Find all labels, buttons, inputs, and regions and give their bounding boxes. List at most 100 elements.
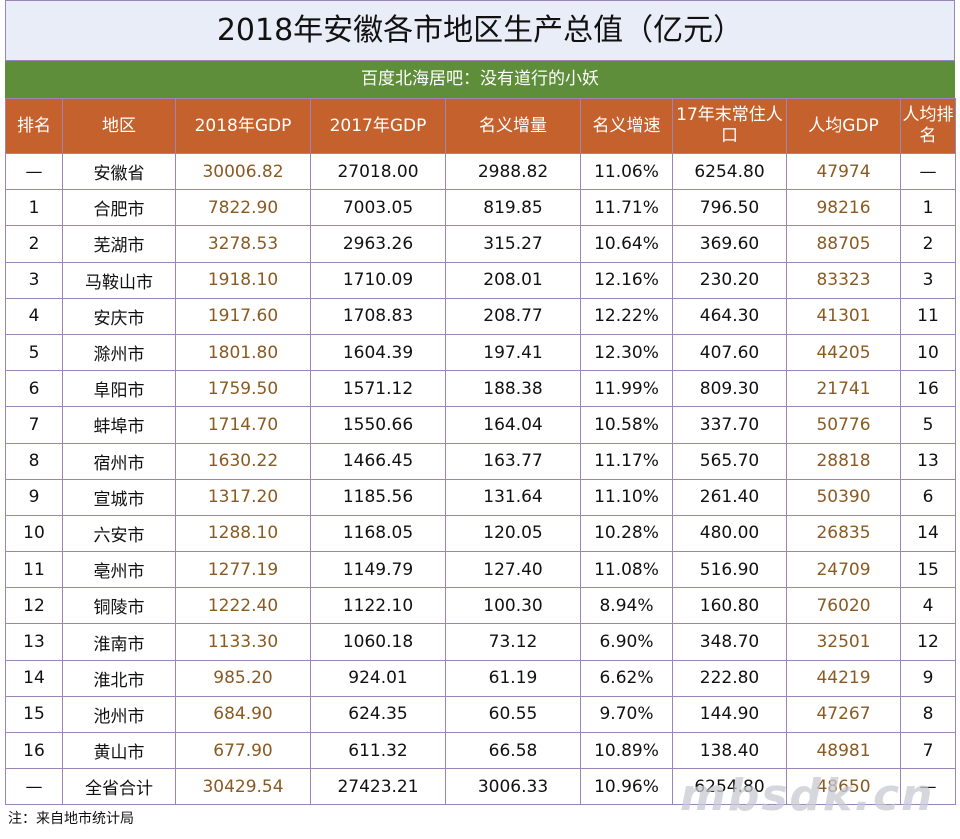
cell: 120.05	[445, 514, 581, 553]
cell: 10	[900, 333, 956, 372]
header-cell: 人均排名	[900, 98, 956, 154]
cell: 2	[5, 225, 63, 263]
cell: 24709	[786, 551, 901, 589]
cell: 10.28%	[580, 514, 673, 553]
cell: 芜湖市	[62, 225, 176, 263]
cell: 12.30%	[580, 333, 673, 372]
header-cell: 2018年GDP	[175, 98, 311, 154]
cell: —	[900, 152, 956, 191]
cell: 73.12	[445, 623, 581, 661]
cell: 16	[900, 370, 956, 408]
cell: 924.01	[310, 659, 446, 697]
cell: 44205	[786, 333, 901, 372]
cell: 3278.53	[175, 225, 311, 263]
cell: 164.04	[445, 406, 581, 444]
cell: 26835	[786, 514, 901, 553]
cell: 1060.18	[310, 623, 446, 661]
cell: 100.30	[445, 587, 581, 625]
cell: 88705	[786, 225, 901, 263]
cell: 464.30	[672, 297, 787, 335]
cell: 15	[5, 695, 63, 734]
cell: 5	[900, 406, 956, 444]
cell: 1317.20	[175, 478, 311, 516]
cell: 8.94%	[580, 587, 673, 625]
cell: 蚌埠市	[62, 406, 176, 444]
cell: 10	[5, 514, 63, 553]
cell: 348.70	[672, 623, 787, 661]
cell: 16	[5, 731, 63, 770]
cell: 6254.80	[672, 768, 787, 806]
watermark: mbsdk.cn	[680, 770, 935, 821]
cell: 30429.54	[175, 768, 311, 806]
cell: 1133.30	[175, 623, 311, 661]
cell: 1168.05	[310, 514, 446, 553]
cell: 61.19	[445, 659, 581, 697]
cell: 1122.10	[310, 587, 446, 625]
cell: 11.17%	[580, 442, 673, 480]
table-row: 1 合肥市 7822.90 7003.05 819.85 11.71% 796.50 9821…	[5, 189, 956, 227]
cell: 208.77	[445, 297, 581, 335]
cell: 6	[900, 478, 956, 516]
table-row: 11 亳州市 1277.19 1149.79 127.40 11.08% 516.90 247…	[5, 551, 956, 589]
cell: 197.41	[445, 333, 581, 372]
cell: 44219	[786, 659, 901, 697]
cell: 7822.90	[175, 189, 311, 227]
cell: 1630.22	[175, 442, 311, 480]
cell: —	[900, 768, 956, 806]
cell: 1571.12	[310, 370, 446, 408]
table-row: 9 宣城市 1317.20 1185.56 131.64 11.10% 261.40 5039…	[5, 478, 956, 516]
cell: 淮南市	[62, 623, 176, 661]
cell: 1277.19	[175, 551, 311, 589]
cell: 1714.70	[175, 406, 311, 444]
cell: 47267	[786, 695, 901, 734]
cell: 48650	[786, 768, 901, 806]
cell: 10.58%	[580, 406, 673, 444]
cell: 1288.10	[175, 514, 311, 553]
cell: 3006.33	[445, 768, 581, 806]
cell: 6254.80	[672, 152, 787, 191]
cell: 222.80	[672, 659, 787, 697]
cell: 611.32	[310, 731, 446, 770]
cell: 819.85	[445, 189, 581, 227]
cell: 11.10%	[580, 478, 673, 516]
cell: 1708.83	[310, 297, 446, 335]
cell: 21741	[786, 370, 901, 408]
cell: —	[5, 152, 63, 191]
cell: 2963.26	[310, 225, 446, 263]
cell: 144.90	[672, 695, 787, 734]
cell: 安徽省	[62, 152, 176, 191]
cell: 6.62%	[580, 659, 673, 697]
table-row: 4 安庆市 1917.60 1708.83 208.77 12.22% 464.30 4130…	[5, 297, 956, 335]
cell: 480.00	[672, 514, 787, 553]
cell: 624.35	[310, 695, 446, 734]
cell: 796.50	[672, 189, 787, 227]
cell: 11	[900, 297, 956, 335]
cell: 27018.00	[310, 152, 446, 191]
cell: 131.64	[445, 478, 581, 516]
cell: 9.70%	[580, 695, 673, 734]
cell: 48981	[786, 731, 901, 770]
cell: 27423.21	[310, 768, 446, 806]
cell: 3	[5, 261, 63, 299]
cell: 1917.60	[175, 297, 311, 335]
cell: 50776	[786, 406, 901, 444]
cell: 13	[5, 623, 63, 661]
cell: 10.89%	[580, 731, 673, 770]
cell: 261.40	[672, 478, 787, 516]
cell: 1918.10	[175, 261, 311, 299]
header-row: 排名 地区 2018年GDP 2017年GDP 名义增量 名义增速 17年末常住人口 人均GD…	[5, 98, 956, 154]
cell: 12	[900, 623, 956, 661]
cell: 5	[5, 333, 63, 372]
cell: 9	[900, 659, 956, 697]
table-row: 14 淮北市 985.20 924.01 61.19 6.62% 222.80 44219 9	[5, 659, 956, 697]
cell: 6.90%	[580, 623, 673, 661]
cell: 马鞍山市	[62, 261, 176, 299]
cell: 1149.79	[310, 551, 446, 589]
cell: 315.27	[445, 225, 581, 263]
cell: 1550.66	[310, 406, 446, 444]
cell: 14	[5, 659, 63, 697]
cell: 11.08%	[580, 551, 673, 589]
cell: 亳州市	[62, 551, 176, 589]
cell: 宣城市	[62, 478, 176, 516]
cell: 8	[5, 442, 63, 480]
